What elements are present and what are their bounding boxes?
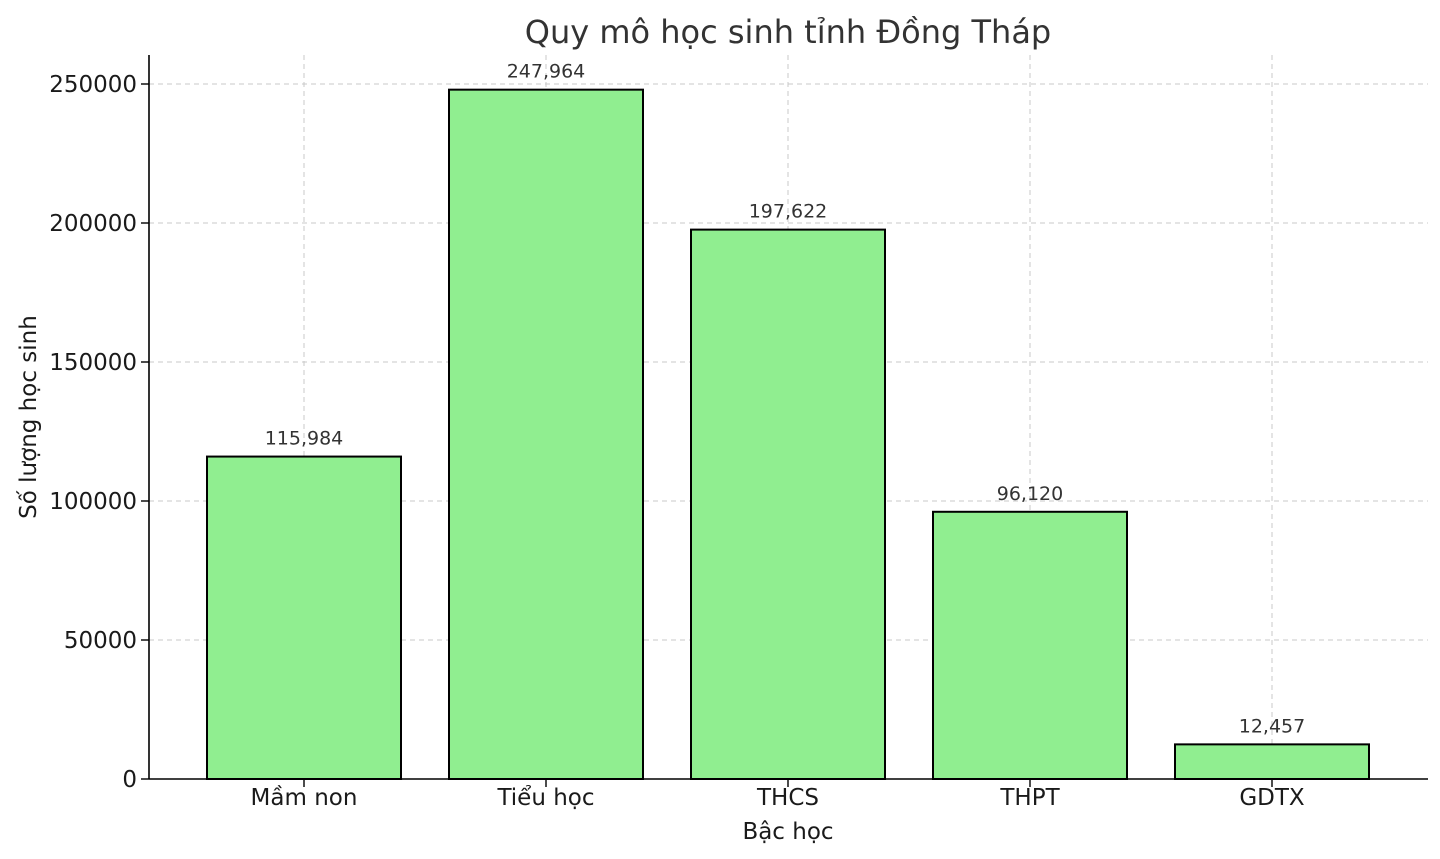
bar-1 [448, 88, 644, 780]
data-label: 197,622 [749, 201, 828, 223]
chart-title: Quy mô học sinh tỉnh Đồng Tháp [525, 13, 1051, 51]
y-tick-label: 50000 [64, 628, 137, 654]
data-labels: 115,984 247,964 197,622 96,120 12,457 [265, 61, 1306, 738]
y-tick-label: 250000 [49, 72, 137, 98]
x-tick-label: THCS [756, 785, 819, 811]
x-tick-label: THPT [999, 785, 1060, 811]
y-axis-ticks: 0 50000 100000 150000 200000 250000 [49, 72, 149, 793]
data-label: 96,120 [997, 483, 1063, 505]
data-label: 12,457 [1239, 715, 1305, 737]
bars [206, 88, 1370, 781]
bar-2 [690, 228, 886, 780]
y-tick-label: 200000 [49, 211, 137, 237]
x-axis-label: Bậc học [742, 819, 833, 845]
bar-0 [206, 455, 402, 780]
y-tick-label: 150000 [49, 350, 137, 376]
bar-4 [1174, 743, 1370, 781]
bar-3 [932, 510, 1128, 780]
y-axis-label: Số lượng học sinh [16, 315, 42, 519]
x-tick-label: Tiểu học [496, 785, 594, 811]
x-axis-ticks: Mầm non Tiểu học THCS THPT GDTX [251, 779, 1305, 811]
data-label: 247,964 [507, 61, 586, 83]
data-label: 115,984 [265, 428, 344, 450]
y-tick-label: 100000 [49, 489, 137, 515]
x-tick-label: Mầm non [251, 785, 358, 811]
y-tick-label: 0 [122, 767, 137, 793]
x-tick-label: GDTX [1239, 785, 1305, 811]
